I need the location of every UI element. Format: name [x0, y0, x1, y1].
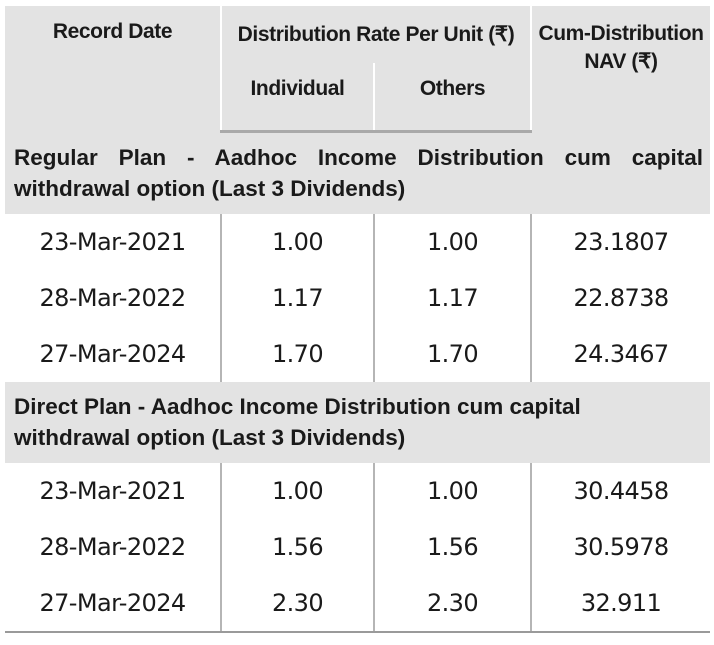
- individual-rate-cell: 1.17: [220, 270, 374, 326]
- nav-cell: 30.4458: [530, 463, 711, 519]
- table-row: 27-Mar-2024 1.70 1.70 24.3467: [5, 326, 711, 382]
- individual-rate-cell: 2.30: [220, 575, 374, 633]
- header-distribution-rate: Distribution Rate Per Unit (₹): [219, 6, 532, 63]
- record-date-cell: 23-Mar-2021: [39, 477, 186, 505]
- record-date-cell: 28-Mar-2022: [39, 533, 186, 561]
- individual-rate-cell: 1.70: [220, 326, 374, 382]
- nav-cell: 32.911: [530, 575, 711, 633]
- section-title-regular: Regular Plan - Aadhoc Income Distributio…: [5, 131, 711, 214]
- individual-rate-cell: 1.00: [220, 463, 374, 519]
- record-date-cell: 27-Mar-2024: [39, 340, 186, 368]
- table-row: 28-Mar-2022 1.56 1.56 30.5978: [5, 519, 711, 575]
- record-date-cell: 23-Mar-2021: [39, 228, 186, 256]
- record-date-cell: 27-Mar-2024: [5, 575, 221, 633]
- header-record-date: Record Date: [5, 6, 221, 132]
- record-date-cell: 28-Mar-2022: [39, 284, 186, 312]
- header-others: Others: [372, 63, 532, 133]
- individual-rate-cell: 1.56: [220, 519, 374, 575]
- table-row: 28-Mar-2022 1.17 1.17 22.8738: [5, 270, 711, 326]
- nav-cell: 23.1807: [530, 214, 711, 270]
- table-row: 27-Mar-2024 2.30 2.30 32.911: [5, 575, 711, 633]
- header-nav-line1: Cum-Distribution: [538, 22, 704, 45]
- individual-rate-cell: 1.00: [220, 214, 374, 270]
- header-cum-distribution-nav: Cum-Distribution NAV (₹): [530, 6, 711, 132]
- others-rate-cell: 1.70: [372, 326, 532, 382]
- section-title-direct: Direct Plan - Aadhoc Income Distribution…: [5, 382, 711, 463]
- others-rate-cell: 1.17: [372, 270, 532, 326]
- nav-cell: 22.8738: [530, 270, 711, 326]
- others-rate-cell: 1.00: [372, 214, 532, 270]
- nav-cell: 30.5978: [530, 519, 711, 575]
- others-rate-cell: 2.30: [372, 575, 532, 633]
- others-rate-cell: 1.00: [372, 463, 532, 519]
- nav-cell: 24.3467: [530, 326, 711, 382]
- dividend-table: Record Date Distribution Rate Per Unit (…: [5, 6, 711, 633]
- table-row: 23-Mar-2021 1.00 1.00 23.1807: [5, 214, 711, 270]
- header-individual: Individual: [220, 63, 374, 133]
- others-rate-cell: 1.56: [372, 519, 532, 575]
- table-row: 23-Mar-2021 1.00 1.00 30.4458: [5, 463, 711, 519]
- header-nav-line2: NAV (₹): [584, 50, 658, 73]
